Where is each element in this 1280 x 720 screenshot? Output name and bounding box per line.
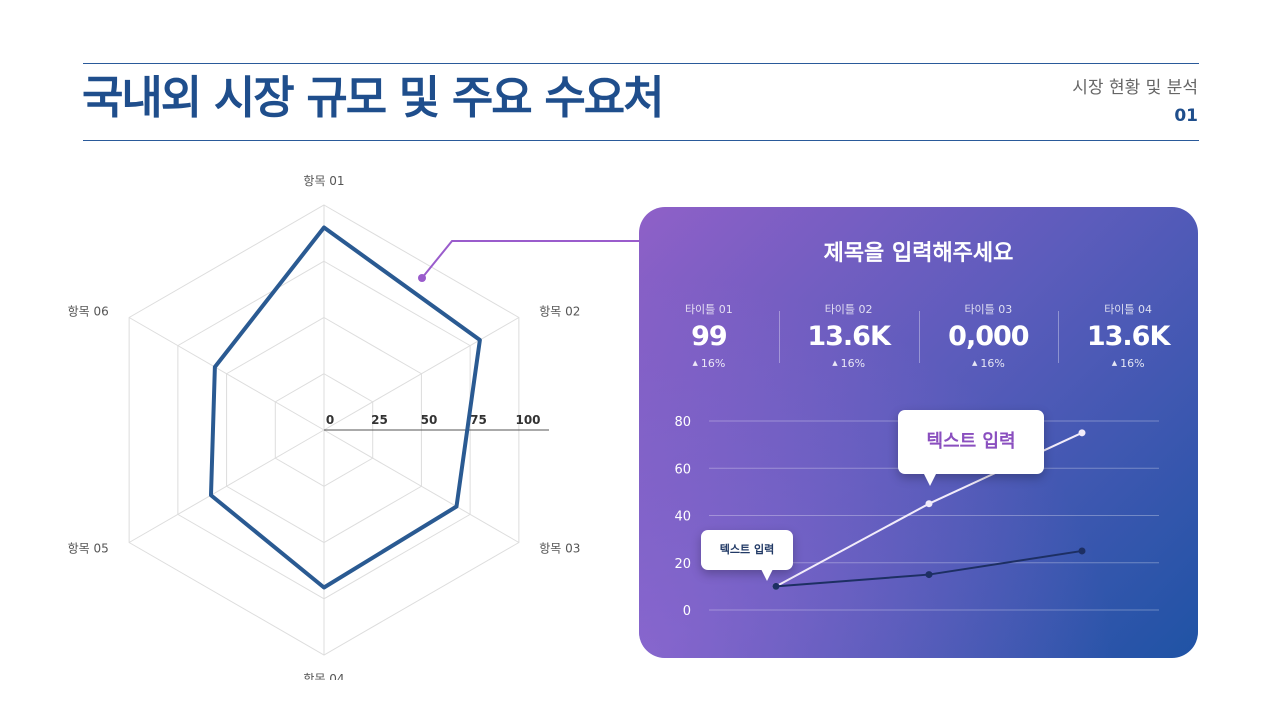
radar-spoke [128, 317, 325, 431]
section-subtitle: 시장 현황 및 분석 [1072, 78, 1198, 98]
stat-value: 13.6K [1086, 321, 1171, 352]
up-triangle-icon: ▲ [1111, 359, 1118, 367]
stat-item: 타이틀 02 13.6K ▲ 16% [778, 301, 919, 381]
radar-category-label: 항목 06 [68, 305, 109, 319]
stat-change: ▲ 16% [919, 357, 1059, 370]
line-series-point [772, 582, 780, 590]
up-triangle-icon: ▲ [692, 359, 698, 367]
line-y-tick-label: 0 [683, 604, 691, 619]
top-rule [83, 63, 1199, 64]
radar-chart: 0 25 50 75 100 항목 01 항목 02 항목 03 항목 04 항목 05 항목 06 [68, 174, 581, 680]
connector-line [421, 240, 640, 279]
radar-spoke [323, 317, 520, 431]
card-title: 제목을 입력해주세요 [823, 241, 1014, 266]
line-y-tick-label: 80 [674, 415, 691, 430]
stat-change-value: 16% [980, 357, 1005, 370]
stat-change: ▲ 16% [639, 357, 779, 370]
stat-label: 타이틀 01 [684, 303, 733, 316]
radar-category-label: 항목 03 [539, 542, 580, 556]
stat-item: 타이틀 03 0,000 ▲ 16% [918, 301, 1059, 381]
radar-category-label: 항목 02 [539, 305, 580, 319]
page-title: 국내외 시장 규모 및 주요 수요처 [82, 71, 665, 124]
radar-scale-label: 100 [515, 413, 540, 427]
radar-data-polygon [208, 225, 482, 590]
radar-scale-label: 75 [470, 413, 487, 427]
stat-change-value: 16% [700, 357, 726, 370]
stat-label: 타이틀 04 [1104, 303, 1153, 316]
stat-label: 타이틀 02 [824, 303, 873, 316]
line-series-path [775, 549, 1083, 588]
radar-category-label: 항목 04 [303, 672, 344, 680]
radar-scale-label: 50 [421, 413, 438, 427]
callout-small: 텍스트 입력 [701, 530, 793, 581]
stat-change-value: 16% [840, 357, 866, 370]
radar-spoke [128, 429, 325, 543]
summary-card: 제목을 입력해주세요 타이틀 01 99 ▲ 16% 타이틀 02 13.6K ▲… [639, 207, 1198, 658]
stat-value: 99 [691, 321, 728, 352]
callout-large: 텍스트 입력 [898, 410, 1044, 486]
line-y-tick-label: 40 [674, 510, 691, 525]
stats-row: 타이틀 01 99 ▲ 16% 타이틀 02 13.6K ▲ 16% 타이틀 03 … [639, 301, 1198, 381]
stat-change: ▲ 16% [1058, 357, 1198, 370]
stat-item: 타이틀 01 99 ▲ 16% [639, 301, 779, 381]
stat-label: 타이틀 03 [964, 303, 1013, 316]
connector-dot [418, 274, 426, 282]
line-y-tick-label: 20 [674, 557, 691, 572]
stat-value: 13.6K [807, 321, 891, 352]
line-series-point [925, 571, 933, 579]
page-number: 01 [1174, 106, 1198, 126]
line-y-tick-label: 60 [674, 462, 691, 477]
bottom-rule [83, 140, 1199, 141]
stat-change-value: 16% [1120, 357, 1145, 370]
line-series-point [1078, 547, 1086, 555]
up-triangle-icon: ▲ [832, 359, 838, 367]
stat-change: ▲ 16% [779, 357, 919, 370]
radar-scale-label: 25 [371, 413, 388, 427]
line-series-point [1078, 429, 1086, 437]
radar-category-label: 항목 01 [303, 174, 344, 188]
stat-value: 0,000 [948, 321, 1029, 352]
stat-item: 타이틀 04 13.6K ▲ 16% [1058, 301, 1198, 381]
radar-spoke [323, 429, 520, 543]
line-series-point [925, 500, 933, 508]
up-triangle-icon: ▲ [971, 359, 978, 367]
radar-scale-label: 0 [326, 413, 334, 427]
radar-category-label: 항목 05 [68, 542, 109, 556]
